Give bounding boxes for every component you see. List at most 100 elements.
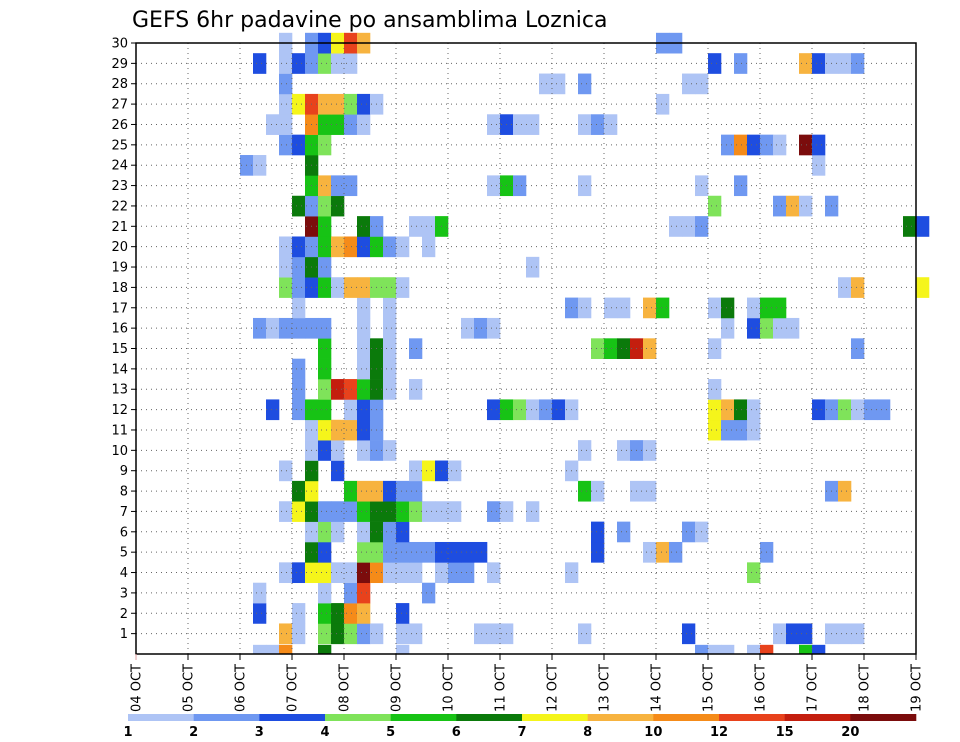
heatmap-cell (344, 582, 358, 604)
heatmap-cell (487, 317, 501, 339)
heatmap-cell (422, 501, 436, 522)
heatmap-cell (383, 379, 397, 400)
heatmap-cell (318, 521, 332, 543)
y-tick-label: 3 (120, 586, 128, 601)
heatmap-cell (617, 521, 631, 543)
heatmap-cell (253, 317, 267, 339)
heatmap-cell (409, 480, 423, 502)
heatmap-cell (591, 338, 605, 359)
heatmap-cell (396, 623, 410, 645)
heatmap-cell (318, 379, 332, 400)
x-axis: 04 OCT 05 OCT 06 OCT 07 OCT 08 OCT 09 OCT 10 O… (130, 654, 925, 712)
colorbar-label: 10 (644, 725, 662, 740)
colorbar-label: 7 (517, 725, 526, 740)
heatmap-cell (513, 175, 527, 197)
heatmap-cell (253, 582, 267, 604)
heatmap-cell (331, 114, 345, 135)
heatmap-cell (760, 644, 774, 655)
heatmap-cell (578, 480, 592, 502)
x-tick-label: 07 OCT (286, 664, 301, 712)
y-tick-label: 11 (111, 423, 128, 438)
heatmap-cell (292, 53, 306, 74)
heatmap-cell (331, 93, 345, 115)
heatmap-cell (357, 277, 371, 298)
heatmap-cell (331, 460, 345, 482)
colorbar: 1 2 3 4 5 6 7 8 10 12 15 20 (123, 714, 917, 740)
heatmap-cell (409, 460, 423, 482)
y-tick-label: 25 (111, 138, 128, 153)
heatmap-cell (331, 175, 345, 197)
x-tick-label: 11 OCT (494, 664, 509, 712)
heatmap-cell (578, 175, 592, 197)
heatmap-cell (526, 501, 540, 522)
y-tick-label: 16 (111, 322, 128, 337)
x-tick-label: 08 OCT (338, 664, 353, 712)
heatmap-cell (617, 440, 631, 461)
heatmap-cell (357, 480, 371, 502)
heatmap-cell (292, 93, 306, 115)
heatmap-cell (591, 521, 605, 543)
heatmap-cell (344, 623, 358, 645)
heatmap-cell (357, 562, 371, 584)
heatmap-cell (344, 236, 358, 258)
heatmap-cell (851, 338, 865, 359)
heatmap-cell (552, 399, 566, 421)
y-tick-label: 17 (111, 301, 128, 316)
heatmap-cell (461, 317, 475, 339)
heatmap-cell (864, 399, 878, 421)
heatmap-cell (331, 603, 345, 624)
heatmap-cell (253, 603, 267, 624)
heatmap-cell (292, 623, 306, 645)
heatmap-cell (383, 480, 397, 502)
heatmap-cell (578, 114, 592, 135)
heatmap-cell (539, 399, 553, 421)
heatmap-cell (331, 419, 345, 441)
x-tick-label: 10 OCT (442, 664, 457, 712)
heatmap-cell (383, 501, 397, 522)
heatmap-cells (240, 32, 930, 655)
y-tick-label: 29 (111, 57, 128, 72)
heatmap-cell (357, 399, 371, 421)
x-tick-label: 16 OCT (754, 664, 769, 712)
heatmap-cell (591, 480, 605, 502)
heatmap-cell (383, 277, 397, 298)
heatmap-cell (734, 134, 748, 156)
heatmap-cell (643, 338, 657, 359)
heatmap-cell (396, 644, 410, 655)
heatmap-cell (279, 73, 293, 95)
heatmap-cell (604, 297, 618, 319)
colorbar-label: 3 (255, 725, 264, 740)
heatmap-cell (708, 644, 722, 655)
heatmap-cell (344, 399, 358, 421)
heatmap-cell (331, 562, 345, 584)
heatmap-cell (747, 297, 761, 319)
heatmap-cell (409, 501, 423, 522)
heatmap-cell (643, 541, 657, 563)
y-tick-label: 12 (111, 403, 128, 418)
heatmap-cell (357, 93, 371, 115)
heatmap-cell (279, 501, 293, 522)
heatmap-cell (331, 623, 345, 645)
heatmap-cell (487, 562, 501, 584)
heatmap-cell (708, 419, 722, 441)
heatmap-cell (838, 277, 852, 298)
heatmap-cell (708, 195, 722, 217)
heatmap-cell (318, 440, 332, 461)
heatmap-cell (383, 562, 397, 584)
heatmap-cell (851, 277, 865, 298)
heatmap-cell (292, 277, 306, 298)
heatmap-cell (331, 379, 345, 400)
heatmap-cell (331, 53, 345, 74)
colorbar-swatch (522, 714, 588, 721)
heatmap-cell (487, 623, 501, 645)
heatmap-cell (422, 216, 436, 237)
x-tick-label: 06 OCT (234, 664, 249, 712)
heatmap-cell (747, 134, 761, 156)
heatmap-cell (838, 399, 852, 421)
colorbar-swatch (850, 714, 917, 721)
colorbar-swatch (193, 714, 260, 721)
colorbar-label: 6 (452, 725, 461, 740)
heatmap-cell (682, 521, 696, 543)
heatmap-cell (357, 623, 371, 645)
heatmap-cell (708, 399, 722, 421)
